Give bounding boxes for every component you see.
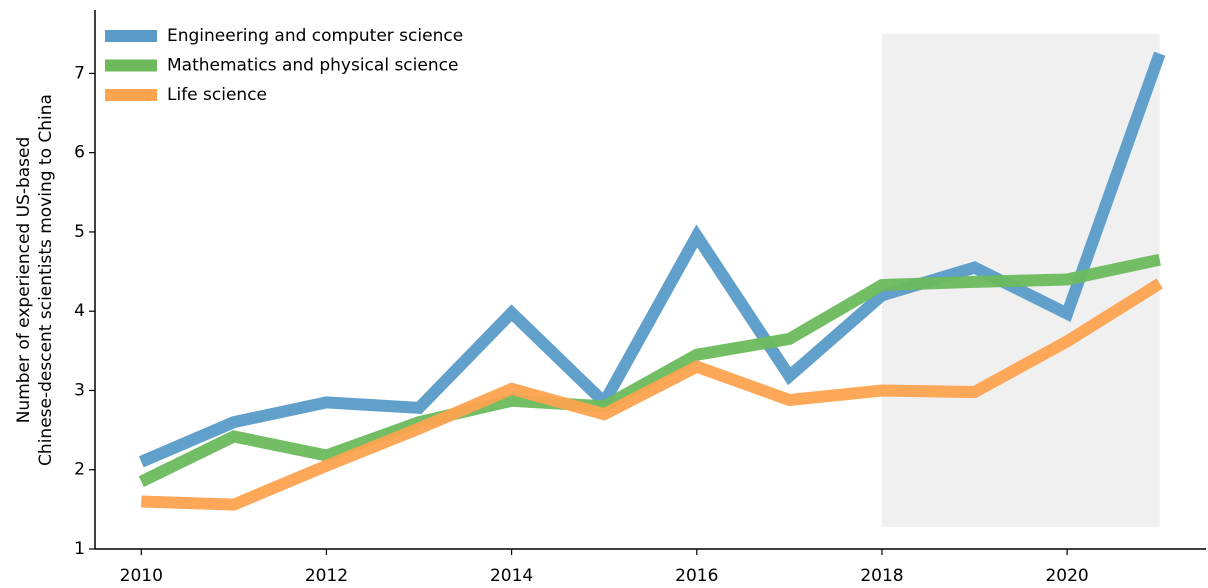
x-tick-label: 2010 — [120, 566, 163, 586]
line-series — [138, 253, 1161, 488]
x-tick-label: 2012 — [305, 566, 348, 586]
legend-label: Mathematics and physical science — [167, 56, 458, 76]
y-tick-label: 2 — [74, 460, 85, 480]
y-axis-label: Number of experienced US-based — [14, 137, 34, 424]
x-tick-label: 2020 — [1045, 566, 1088, 586]
legend-label: Life science — [167, 85, 267, 105]
y-tick-label: 5 — [74, 222, 85, 242]
line-series — [138, 51, 1166, 468]
legend-label: Engineering and computer science — [167, 26, 463, 46]
y-axis-label: Chinese-descent scientists moving to Chi… — [36, 94, 56, 466]
y-tick-label: 6 — [74, 143, 85, 163]
y-tick-label: 3 — [74, 380, 85, 400]
y-tick-label: 7 — [74, 63, 85, 83]
y-tick-label: 4 — [74, 301, 85, 321]
y-tick-label: 1 — [74, 539, 85, 559]
x-tick-label: 2016 — [675, 566, 718, 586]
x-tick-label: 2018 — [860, 566, 903, 586]
line-series — [141, 278, 1163, 511]
x-tick-label: 2014 — [490, 566, 533, 586]
